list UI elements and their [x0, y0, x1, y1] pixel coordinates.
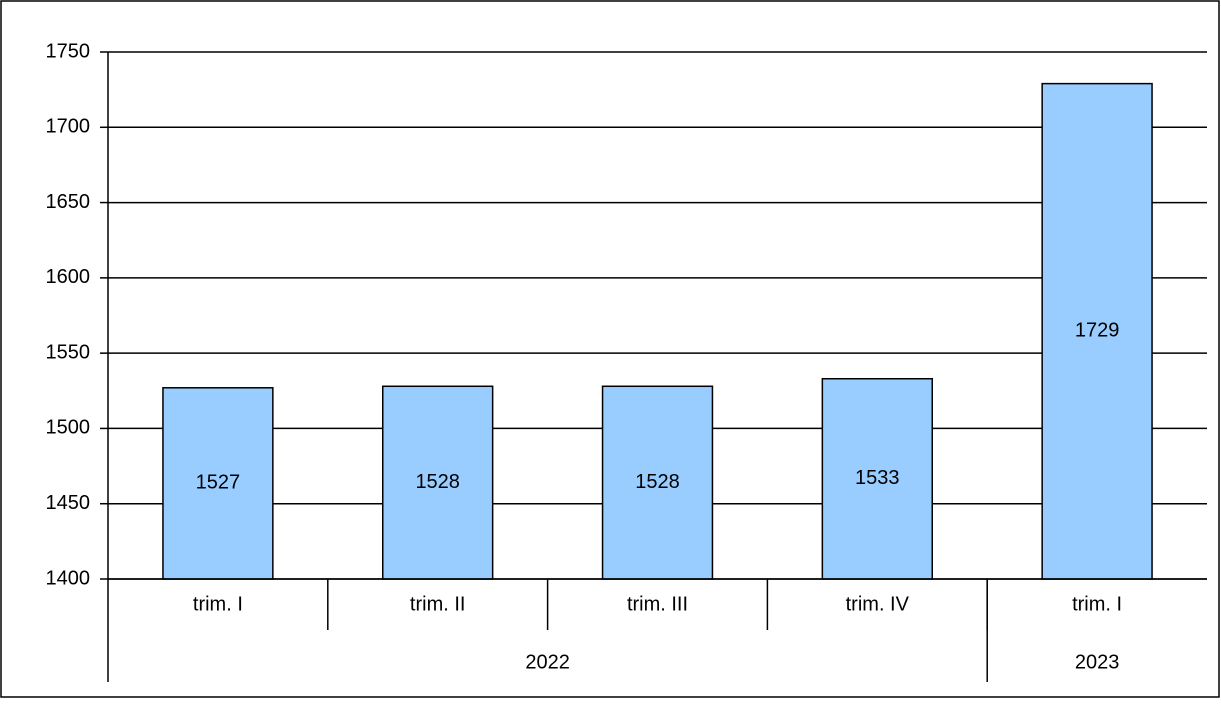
value-label: 1528: [635, 471, 680, 493]
value-label: 1528: [415, 471, 460, 493]
value-label: 1533: [855, 467, 900, 489]
y-tick-label: 1650: [46, 191, 91, 213]
x-tick-label: trim. II: [410, 593, 466, 615]
y-tick-label: 1400: [46, 567, 91, 589]
y-tick-label: 1700: [46, 116, 91, 138]
bar: [821, 377, 933, 580]
x-tick-label: trim. I: [1072, 593, 1122, 615]
group-label: 2023: [1075, 651, 1120, 673]
bar: [382, 385, 494, 580]
x-tick-label: trim. I: [193, 593, 243, 615]
x-tick-label: trim. IV: [846, 593, 910, 615]
value-label: 1729: [1075, 320, 1120, 342]
group-label: 2022: [525, 651, 570, 673]
y-tick-label: 1550: [46, 341, 91, 363]
x-tick-label: trim. III: [627, 593, 688, 615]
bar: [162, 387, 274, 580]
bar: [601, 385, 714, 580]
bar: [1041, 82, 1153, 580]
y-tick-label: 1750: [46, 40, 91, 62]
y-tick-label: 1500: [46, 417, 91, 439]
value-label: 1527: [196, 472, 241, 494]
y-tick-label: 1450: [46, 492, 91, 514]
y-tick-label: 1600: [46, 266, 91, 288]
